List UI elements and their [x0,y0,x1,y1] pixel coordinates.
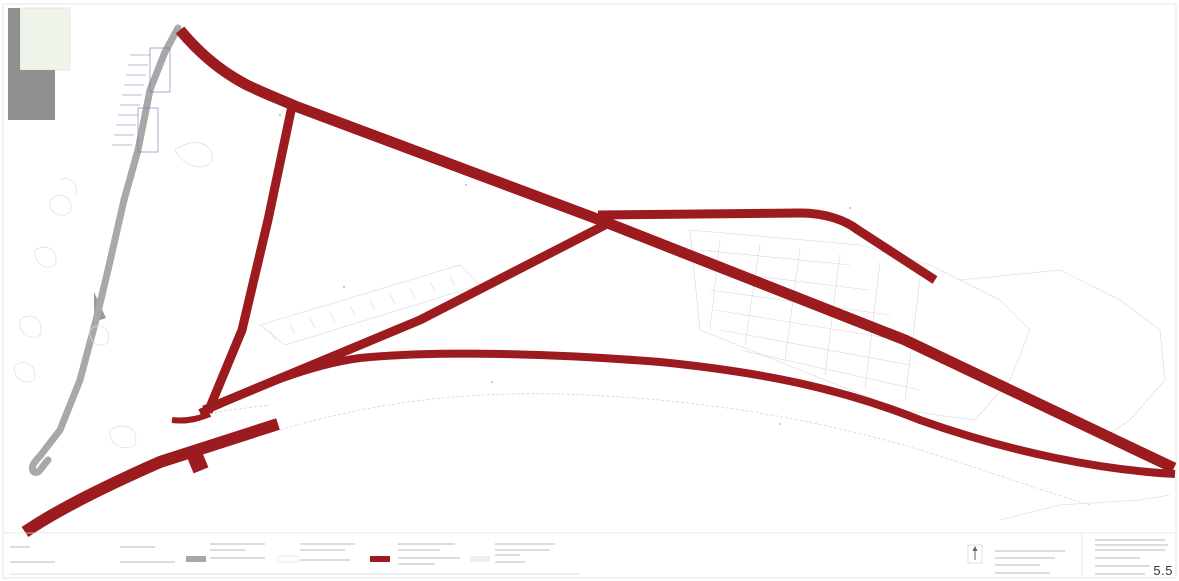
sheet-frame [2,3,1177,579]
route-main-diagonal [175,26,1177,473]
legend-swatch-other [277,555,299,563]
faint-boundary [169,393,1091,506]
parking-area [112,47,171,153]
route-tick-marks [279,114,851,425]
legend-swatch-existing-road [186,556,206,562]
north-arrow-frame [967,544,983,564]
tick-mark [465,184,467,186]
route-entry [21,418,280,537]
sheet-number: 5.5 [1153,563,1173,578]
faint-shape [19,315,42,338]
faint-parking-grid [259,229,1171,521]
boundary-line [279,393,1091,506]
tick-mark [279,114,281,116]
faint-outline [999,494,1171,521]
faint-outline [959,269,1166,441]
faint-shape [109,425,137,448]
north-arrow-head [972,546,978,551]
route-left-leg [203,105,297,414]
legend-faint-lines [10,539,1168,575]
tick-mark [491,381,493,383]
parking-bay [137,107,159,153]
tick-mark [779,423,781,425]
existing-road [28,24,182,476]
faint-shape [14,362,36,383]
faint-landscape [14,142,213,448]
faint-shape [174,142,213,168]
tick-mark [343,286,345,288]
tick-mark [849,207,851,209]
parking-lines [112,54,150,146]
legend-swatch-light [470,556,490,562]
faint-outline [269,275,456,341]
route-lower-curve [198,349,1176,478]
green-area [19,7,71,71]
legend-swatch-route [370,556,390,562]
faint-shape [34,246,57,268]
legend-strip [3,532,1176,578]
faint-shape [59,178,77,196]
route-hook [171,411,212,424]
parking-bay [149,47,171,93]
faint-shape [49,195,72,216]
route-entry-stub [187,452,209,474]
route-east-branch [597,208,938,284]
red-routes [21,26,1177,537]
north-arrow-icon [967,544,983,564]
building-block [8,8,55,120]
